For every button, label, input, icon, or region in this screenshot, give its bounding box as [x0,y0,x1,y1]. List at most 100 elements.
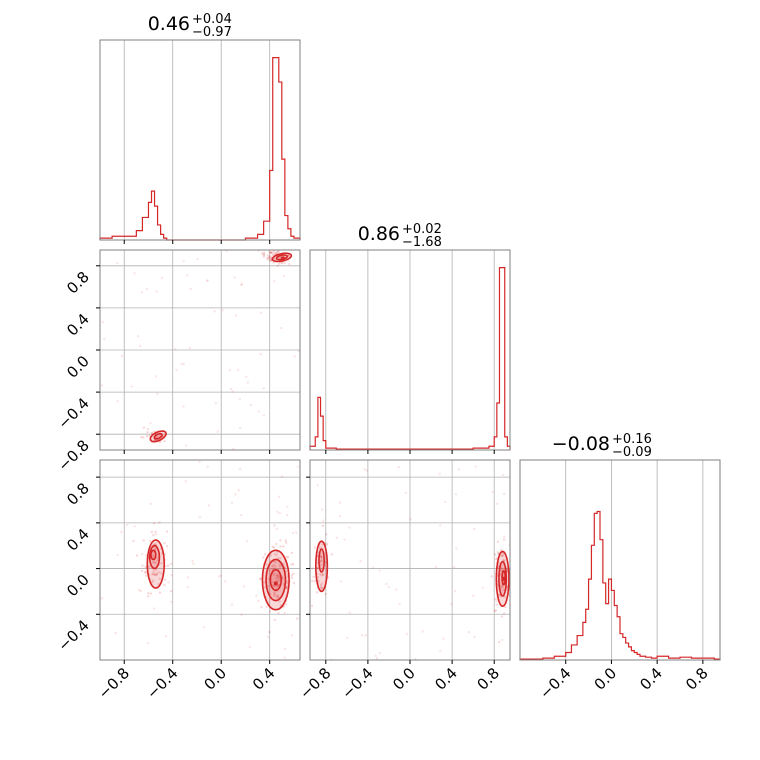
sample-point [502,558,505,562]
sample-point [320,558,323,562]
x-tick-label: −0.4 [536,664,574,702]
sample-point [236,368,240,372]
sample-point [497,640,501,644]
hist-panel-1: 0.46 +0.04−0.97 [99,12,301,241]
sample-point [272,573,276,577]
sample-point [271,251,274,254]
x-tick-label: −0.4 [338,664,376,702]
sample-point [335,536,339,540]
x-tick-label: 0.8 [682,664,712,694]
sample-point [385,582,388,586]
sample-point [165,545,169,548]
sample-point [374,654,377,657]
sample-point [229,387,233,391]
sample-point [321,519,325,522]
sample-point [196,257,199,261]
sample-point [281,578,284,582]
sample-point [158,571,161,574]
sample-point [270,246,272,248]
sample-point [144,565,147,569]
sample-point [313,546,317,549]
sample-point [320,586,323,589]
param-title-plus: +0.04 [192,12,232,27]
sample-point [270,251,273,255]
sample-point [499,548,503,552]
sample-point [320,574,323,577]
sample-point [165,530,169,533]
pair-content [100,460,300,660]
sample-point [160,276,164,280]
sample-point [219,574,223,577]
sample-point [232,447,235,450]
sample-point [405,632,409,636]
sample-point [503,605,507,609]
sample-point [501,554,505,557]
sample-point [277,556,280,560]
sample-point [276,264,279,268]
sample-point [230,603,234,606]
x-tick-label: 0.0 [591,664,621,694]
sample-point [496,540,500,543]
sample-point [259,352,262,356]
sample-point [500,569,503,572]
sample-point [240,613,243,616]
sample-point [140,435,143,439]
sample-point [293,355,296,358]
sample-point [266,635,270,639]
sample-point [319,555,323,559]
param-title-minus: −0.97 [192,25,232,40]
sample-point [155,569,158,572]
sample-point [283,656,287,659]
sample-point [230,501,234,505]
sample-point [136,335,140,338]
sample-point [319,587,323,591]
sample-point [510,603,512,605]
sample-point [346,636,349,640]
sample-point [271,545,274,549]
sample-point [363,468,366,471]
sample-point [158,577,161,581]
sample-point [404,491,408,495]
sample-point [198,460,201,464]
sample-point [319,554,323,557]
sample-point [159,561,163,565]
x-tick-label: 0.0 [389,664,419,694]
sample-point [237,489,240,492]
sample-point [275,576,278,580]
sample-point [283,647,287,651]
sample-point [148,434,151,438]
sample-point [100,384,103,387]
sample-point [277,250,281,254]
sample-point [496,550,500,554]
pair-panel-3-2 [310,460,512,660]
sample-point [158,591,162,594]
sample-point [283,261,286,265]
sample-point [262,414,266,417]
sample-point [326,542,329,546]
sample-point [233,276,236,279]
sample-point [282,562,285,565]
sample-point [271,564,274,568]
sample-point [297,350,300,353]
sample-point [151,573,154,576]
sample-point [503,535,506,538]
sample-point [278,565,282,568]
sample-point [262,387,265,390]
sample-point [276,596,279,599]
sample-point [276,574,280,578]
sample-point [262,253,266,257]
sample-point [286,555,290,559]
sample-point [501,473,505,477]
density-contour [269,568,283,592]
sample-point [500,585,503,588]
sample-point [207,504,211,507]
sample-point [163,583,166,587]
sample-point [285,541,288,544]
hist-panel-3: −0.08 +0.16−0.09 [519,432,721,660]
sample-point [154,547,157,551]
sample-point [198,515,202,519]
sample-point [145,287,149,291]
density-contour [150,549,157,561]
sample-point [114,631,117,635]
sample-point [268,569,272,572]
